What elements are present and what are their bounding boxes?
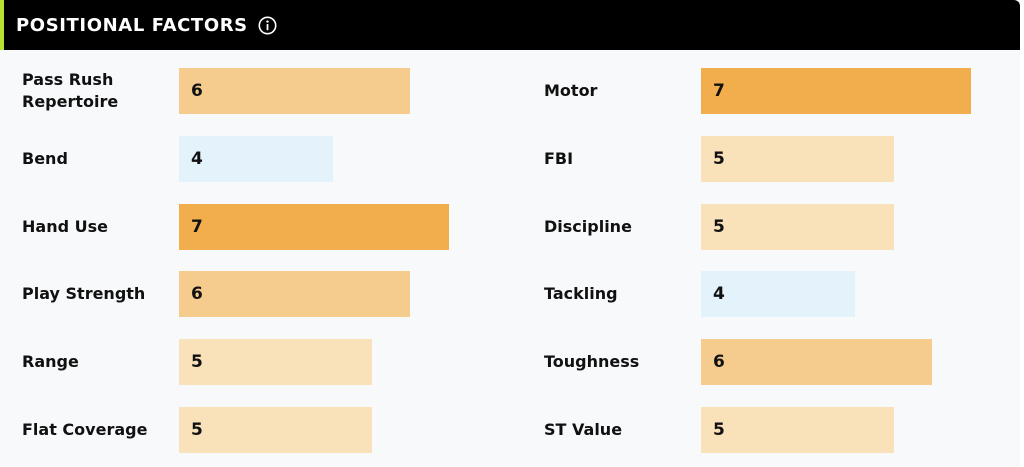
factor-bar: 6: [179, 68, 410, 114]
factor-label: Hand Use: [22, 216, 108, 236]
factor-value: 5: [191, 352, 203, 373]
panel-title: POSITIONAL FACTORS: [16, 14, 248, 36]
factor-bar: 7: [701, 68, 971, 114]
factor-value: 5: [713, 420, 725, 440]
factor-label: ST Value: [544, 420, 623, 439]
factor-bar: 7: [179, 203, 449, 250]
factor-row-st-value: ST Value 5: [522, 407, 1022, 453]
factor-label: Discipline: [544, 216, 632, 236]
factor-value: 5: [191, 420, 203, 440]
panel-edge: [1020, 0, 1024, 467]
factor-value: 4: [713, 284, 725, 305]
left-factors-column: Pass Rush Repertoire 6 Bend 4 Hand Use 7 Play …: [0, 50, 500, 467]
factor-label: FBI: [544, 148, 574, 168]
factor-row-pass-rush-repertoire: Pass Rush Repertoire 6: [0, 68, 500, 114]
factor-bar: 6: [179, 271, 410, 318]
factor-bar: 5: [179, 407, 372, 453]
panel-header: POSITIONAL FACTORS: [4, 0, 1020, 50]
factor-label: Pass Rush Repertoire: [22, 70, 119, 111]
factor-row-motor: Motor 7: [522, 68, 1022, 114]
factor-value: 7: [713, 81, 725, 101]
factor-row-discipline: Discipline 5: [522, 203, 1022, 250]
factor-bar: 5: [701, 407, 894, 453]
factor-label: Bend: [22, 148, 68, 168]
factor-row-fbi: FBI 5: [522, 135, 1022, 182]
factor-value: 6: [191, 284, 203, 305]
factor-row-play-strength: Play Strength 6: [0, 271, 500, 318]
info-icon[interactable]: [258, 16, 277, 35]
factor-value: 5: [713, 216, 725, 237]
right-factors-column: Motor 7 FBI 5 Discipline 5 Tackling 4 Toughness 6…: [522, 50, 1022, 467]
factor-bar: 4: [701, 271, 855, 318]
factor-label: Toughness: [544, 352, 640, 372]
factor-label: Play Strength: [22, 284, 146, 304]
factor-label: Motor: [544, 81, 598, 100]
factor-value: 6: [191, 81, 203, 101]
factor-bar: 4: [179, 135, 333, 182]
factor-value: 7: [191, 216, 203, 237]
factor-value: 4: [191, 148, 203, 169]
factor-value: 5: [713, 148, 725, 169]
factor-bar: 5: [701, 203, 894, 250]
factor-value: 6: [713, 352, 725, 373]
factor-bar: 6: [701, 339, 932, 386]
accent-stripe: [0, 0, 4, 50]
factor-label: Tackling: [544, 284, 618, 304]
factor-bar: 5: [179, 339, 372, 386]
factor-row-tackling: Tackling 4: [522, 271, 1022, 318]
factor-row-toughness: Toughness 6: [522, 339, 1022, 386]
factor-row-hand-use: Hand Use 7: [0, 203, 500, 250]
factor-row-flat-coverage: Flat Coverage 5: [0, 407, 500, 453]
factor-row-bend: Bend 4: [0, 135, 500, 182]
factor-row-range: Range 5: [0, 339, 500, 386]
factor-bar: 5: [701, 135, 894, 182]
factor-label: Range: [22, 352, 79, 372]
factor-label: Flat Coverage: [22, 420, 148, 439]
info-circle-icon: [258, 16, 277, 34]
